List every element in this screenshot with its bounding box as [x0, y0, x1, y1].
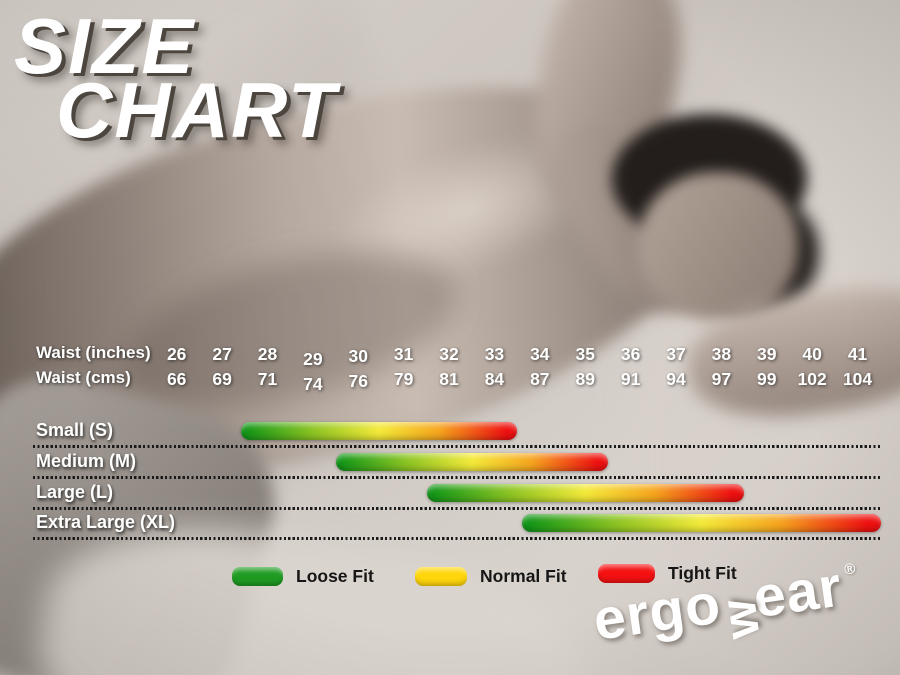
registered-mark-icon: ® [843, 560, 857, 579]
legend-swatch [415, 567, 467, 586]
size-label: Extra Large (XL) [36, 512, 176, 532]
title-line-size: SIZE [14, 2, 196, 90]
legend-swatch [598, 564, 655, 583]
waist-column: 35 89 [563, 342, 608, 392]
waist-cms-value: 69 [212, 369, 232, 389]
legend-label: Loose Fit [296, 566, 374, 586]
waist-cms-value: 79 [393, 369, 414, 389]
waist-inches-value: 31 [393, 344, 414, 364]
waist-inches-value: 41 [847, 344, 868, 364]
legend-label: Tight Fit [668, 563, 737, 583]
fit-range-bar [335, 453, 609, 471]
waist-cms-value: 84 [484, 369, 505, 389]
size-label: Large (L) [36, 482, 114, 502]
waist-cms-value: 76 [348, 371, 368, 391]
waist-inches-value: 34 [530, 344, 550, 364]
waist-cms-value: 89 [575, 369, 595, 389]
dotted-rule [33, 445, 882, 448]
legend-item: Normal Fit [415, 566, 567, 587]
waist-cms-value: 71 [257, 369, 278, 389]
waist-cms-value: 81 [439, 369, 459, 389]
size-label: Small (S) [36, 420, 114, 440]
waist-cms-label: Waist (cms) [36, 368, 131, 387]
waist-inches-value: 30 [348, 346, 368, 366]
fit-range-bar [426, 484, 745, 502]
waist-column: 41 104 [835, 342, 880, 392]
dotted-rule [33, 507, 882, 510]
waist-cms-value: 91 [620, 369, 641, 389]
waist-column: 31 79 [381, 342, 426, 392]
waist-inches-value: 28 [257, 344, 278, 364]
waist-column: 40 102 [789, 342, 834, 392]
waist-column: 29 74 [290, 347, 335, 397]
waist-inches-value: 33 [484, 344, 505, 364]
waist-cms-value: 102 [797, 369, 827, 389]
waist-inches-value: 27 [212, 344, 232, 364]
waist-inches-value: 35 [575, 344, 595, 364]
waist-column: 30 76 [336, 344, 381, 394]
logo-text-w: w [709, 595, 771, 643]
legend-item: Loose Fit [232, 566, 374, 587]
photo-head [638, 172, 798, 320]
legend-swatch [232, 567, 283, 586]
waist-column: 32 81 [426, 342, 471, 392]
dotted-rule [33, 476, 882, 479]
dotted-rule [33, 537, 882, 540]
waist-inches-value: 38 [711, 344, 732, 364]
waist-cms-value: 94 [666, 369, 686, 389]
fit-range-bar [522, 514, 881, 532]
waist-inches-value: 32 [439, 344, 459, 364]
legend-label: Normal Fit [480, 566, 567, 586]
waist-column: 34 87 [517, 342, 562, 392]
waist-column: 38 97 [699, 342, 744, 392]
waist-inches-value: 36 [620, 344, 641, 364]
waist-column: 33 84 [472, 342, 517, 392]
waist-cms-value: 104 [842, 369, 873, 389]
waist-column: 26 66 [154, 342, 199, 392]
waist-inches-value: 39 [757, 344, 777, 364]
waist-scale: 26 66 27 69 28 71 29 74 30 76 31 79 32 81 33 84 34 87 35 89… [154, 342, 882, 394]
waist-inches-value: 29 [303, 349, 323, 369]
size-label: Medium (M) [36, 451, 136, 471]
waist-inches-value: 37 [666, 344, 686, 364]
title-line-chart: CHART [56, 66, 338, 154]
waist-column: 36 91 [608, 342, 653, 392]
waist-column: 39 99 [744, 342, 789, 392]
legend-item: Tight Fit [598, 563, 737, 584]
waist-column: 37 94 [653, 342, 698, 392]
waist-cms-value: 97 [711, 369, 732, 389]
waist-column: 28 71 [245, 342, 290, 392]
fit-range-bar [240, 422, 518, 440]
waist-column: 27 69 [199, 342, 244, 392]
waist-cms-value: 99 [757, 369, 777, 389]
waist-cms-value: 66 [166, 369, 187, 389]
waist-inches-value: 40 [802, 344, 822, 364]
waist-cms-value: 87 [530, 369, 550, 389]
waist-inches-value: 26 [166, 344, 187, 364]
waist-cms-value: 74 [303, 374, 323, 394]
waist-inches-label: Waist (inches) [36, 343, 151, 362]
